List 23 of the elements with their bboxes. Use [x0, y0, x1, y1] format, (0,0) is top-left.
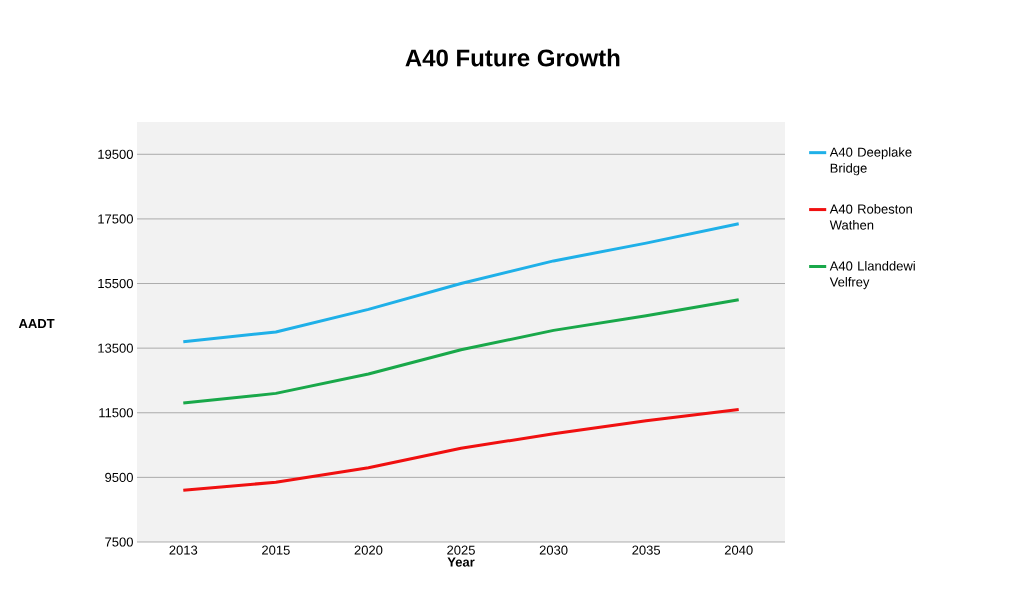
x-tick-label: 2035 [632, 545, 661, 555]
line-series [181, 408, 741, 492]
x-tick-label: 2015 [262, 545, 290, 555]
y-axis-title: AADT [18, 319, 55, 329]
x-tick-label: 2020 [354, 545, 383, 555]
legend-label: A40 Llanddewi Velfrey [829, 261, 915, 290]
y-tick-label: 13500 [98, 343, 133, 353]
y-tick-label: 7500 [105, 537, 133, 547]
y-tick-label: 11500 [99, 408, 133, 418]
x-tick-label: 2013 [169, 545, 198, 555]
legend-label: A40 Robeston Wathen [829, 204, 912, 230]
chart-title: A40 Future Growth [405, 48, 620, 67]
x-tick-label: 2025 [447, 545, 475, 555]
y-tick-label: 15500 [98, 278, 133, 289]
x-tick-label: 2040 [724, 545, 753, 555]
line-series [181, 298, 741, 405]
y-tick-label: 9500 [105, 472, 133, 482]
y-tick-label: 19500 [98, 149, 133, 159]
y-tick-label: 17500 [98, 214, 133, 224]
x-tick-label: 2030 [539, 545, 568, 555]
line-series [181, 222, 741, 344]
legend-label: A40 Deeplake Bridge [829, 147, 912, 176]
x-axis-title: Year [447, 557, 475, 567]
